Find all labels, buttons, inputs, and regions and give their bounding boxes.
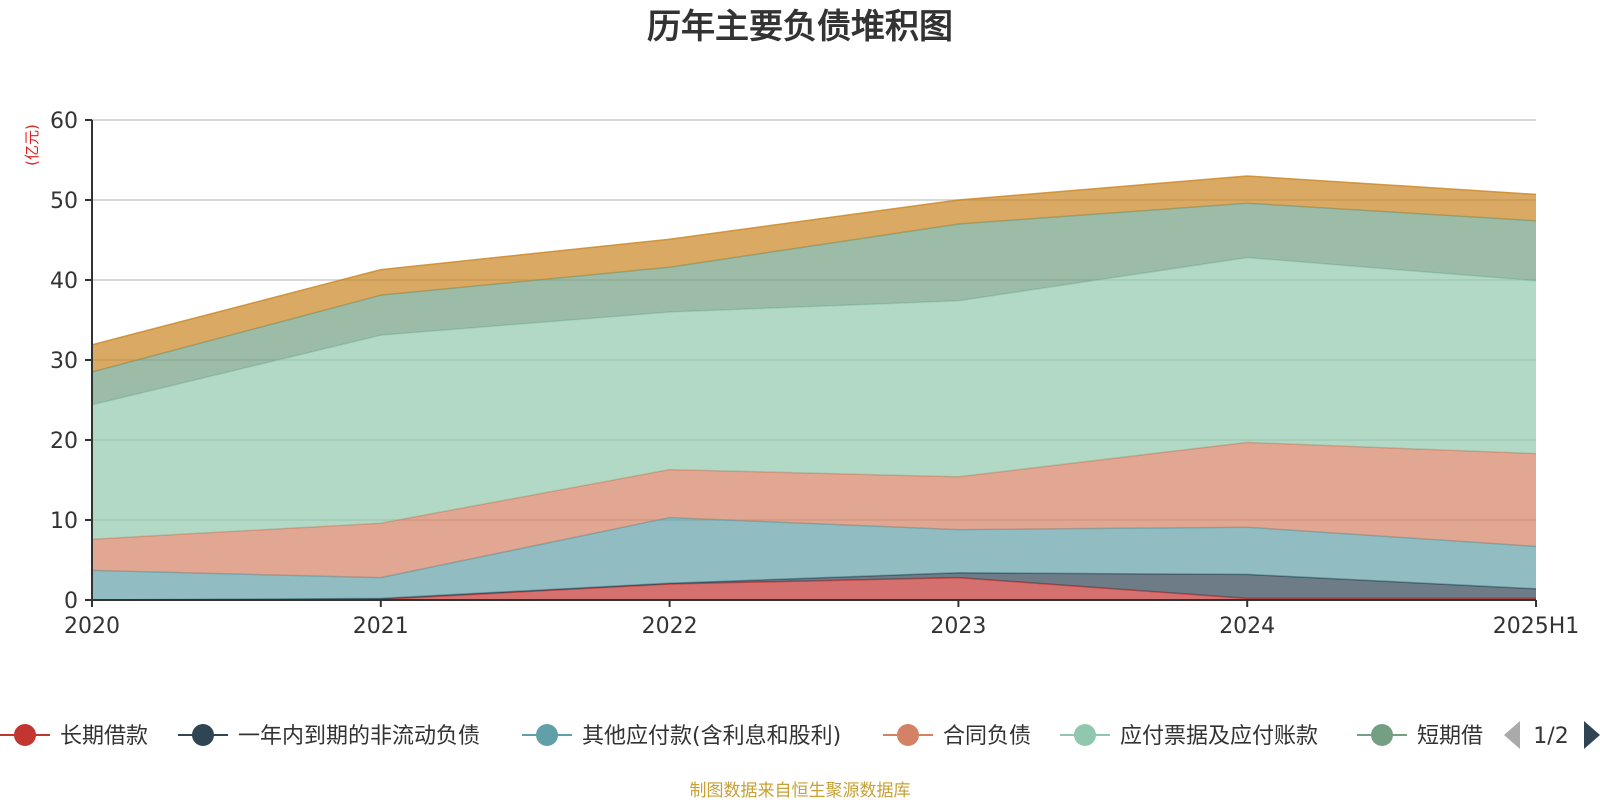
legend-item[interactable]: 一年内到期的非流动负债 xyxy=(178,724,480,749)
legend-marker-icon xyxy=(1074,724,1096,746)
y-tick-label: 20 xyxy=(50,429,78,454)
legend-label: 短期借 xyxy=(1417,724,1483,749)
area-series-5[interactable] xyxy=(92,203,1536,405)
legend-label: 长期借款 xyxy=(60,724,148,749)
legend-item[interactable]: 应付票据及应付账款 xyxy=(1060,724,1318,749)
x-tick-label: 2021 xyxy=(353,614,409,639)
legend-marker-icon xyxy=(14,724,36,746)
legend-marker-icon xyxy=(1371,724,1393,746)
data-source-note: 制图数据来自恒生聚源数据库 xyxy=(690,781,911,800)
legend-item[interactable]: 其他应付款(含利息和股利) xyxy=(522,724,841,749)
legend-next-page-icon[interactable] xyxy=(1584,721,1600,749)
legend-item[interactable]: 长期借款 xyxy=(0,724,148,749)
area-series-3[interactable] xyxy=(92,442,1536,578)
legend-prev-page-icon[interactable] xyxy=(1504,721,1520,749)
legend-marker-icon xyxy=(897,724,919,746)
legend-label: 其他应付款(含利息和股利) xyxy=(582,724,841,749)
area-series-6[interactable] xyxy=(92,176,1536,372)
x-tick-label: 2025H1 xyxy=(1493,614,1580,639)
y-tick-label: 50 xyxy=(50,189,78,214)
legend-label: 应付票据及应付账款 xyxy=(1120,724,1318,749)
x-tick-label: 2024 xyxy=(1219,614,1275,639)
chart-title: 历年主要负债堆积图 xyxy=(647,7,953,47)
area-series-group xyxy=(91,175,1537,601)
area-series-0[interactable] xyxy=(92,577,1536,600)
area-series-2[interactable] xyxy=(92,517,1536,600)
area-series-4[interactable] xyxy=(92,257,1536,540)
area-series-1[interactable] xyxy=(92,572,1536,600)
legend: 长期借款 一年内到期的非流动负债 其他应付款(含利息和股利) 合同负债 应付票据及应付账… xyxy=(0,724,1483,749)
y-axis-unit-label: (亿元) xyxy=(23,124,41,166)
y-tick-label: 40 xyxy=(50,269,78,294)
legend-marker-icon xyxy=(536,724,558,746)
legend-label: 合同负债 xyxy=(943,724,1031,749)
y-tick-label: 60 xyxy=(50,109,78,134)
legend-pager: 1/2 xyxy=(1504,721,1600,749)
y-tick-label: 10 xyxy=(50,509,78,534)
legend-item[interactable]: 短期借 xyxy=(1357,724,1483,749)
legend-page-indicator: 1/2 xyxy=(1533,724,1568,749)
x-tick-label: 2020 xyxy=(64,614,120,639)
axes: 0 10 20 30 40 50 60 2020 2021 2022 2023 2024 2025H1 xyxy=(50,109,1579,639)
series-line-6 xyxy=(91,175,1537,346)
x-tick-label: 2022 xyxy=(642,614,698,639)
y-tick-label: 30 xyxy=(50,349,78,374)
x-tick-label: 2023 xyxy=(930,614,986,639)
legend-marker-icon xyxy=(192,724,214,746)
legend-item[interactable]: 合同负债 xyxy=(883,724,1031,749)
y-tick-label: 0 xyxy=(64,589,78,614)
legend-label: 一年内到期的非流动负债 xyxy=(238,724,480,749)
